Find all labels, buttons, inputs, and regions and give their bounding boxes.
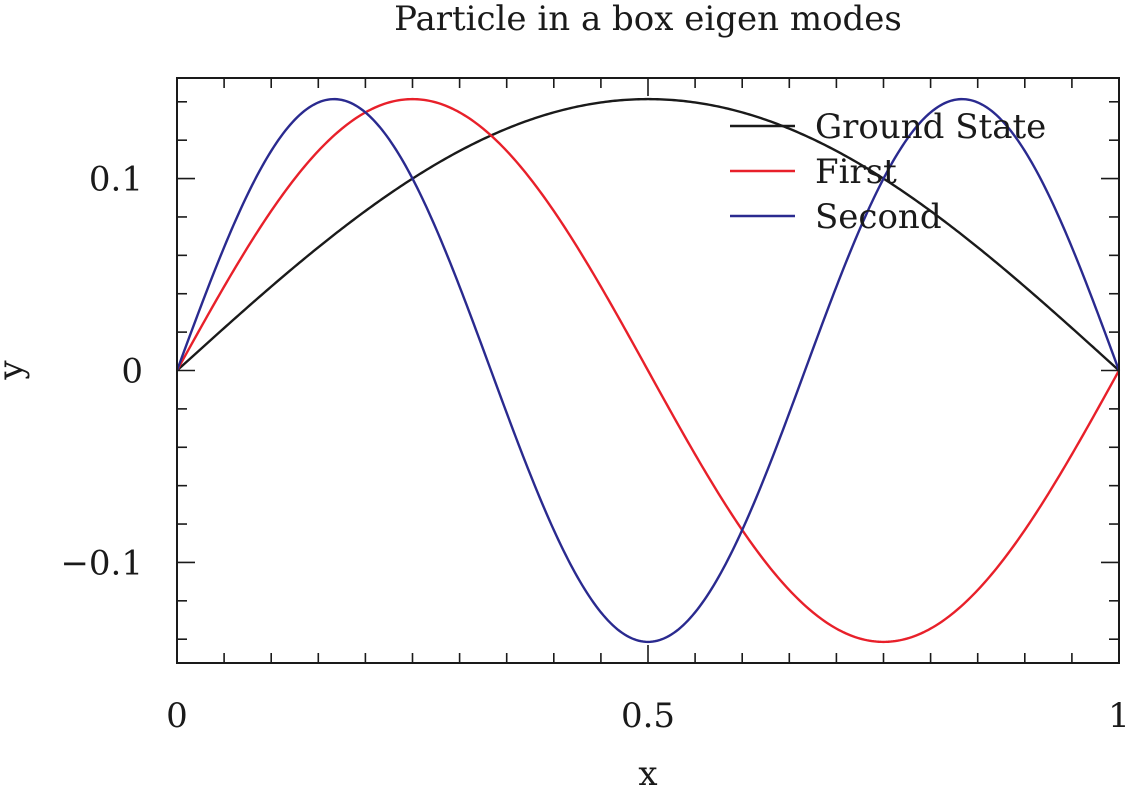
legend-label: First	[815, 152, 897, 192]
series-line-3	[175, 97, 1121, 644]
series-line-2	[175, 97, 1121, 644]
y-axis-label: y	[0, 360, 31, 381]
series-line-1	[176, 97, 1120, 372]
tick-labels-layer: 0 0.5 1 −0.1 0 0.1	[60, 160, 1129, 736]
legend-label: Ground State	[815, 107, 1046, 147]
y-tick-label: −0.1	[60, 543, 143, 583]
y-tick-label: 0	[121, 352, 143, 392]
chart-title: Particle in a box eigen modes	[394, 0, 902, 39]
legend: Ground State First Second	[730, 107, 1046, 237]
plot-frame	[176, 77, 1120, 664]
x-tick-label: 0	[166, 696, 188, 736]
y-tick-label: 0.1	[89, 160, 143, 200]
ticks-layer	[176, 78, 1120, 663]
x-axis-label: x	[638, 754, 657, 787]
x-tick-label: 1	[1108, 696, 1130, 736]
legend-label: Second	[815, 197, 942, 237]
x-tick-label: 0.5	[621, 696, 675, 736]
series-layer	[175, 97, 1121, 644]
